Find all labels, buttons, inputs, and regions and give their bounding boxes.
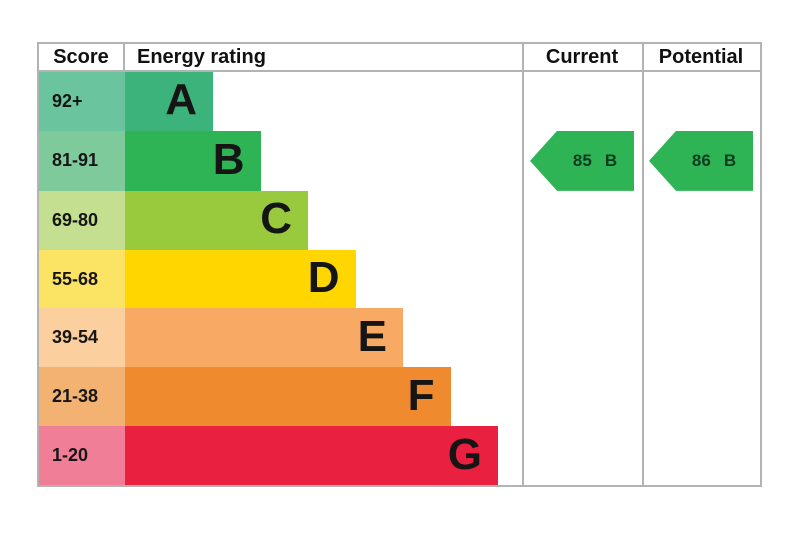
rating-bar-f: F <box>125 367 451 427</box>
rating-row-g: G <box>125 426 522 485</box>
score-cell-g: 1-20 <box>39 426 125 485</box>
rating-bar-a: A <box>125 72 213 131</box>
rating-bar-b: B <box>125 130 261 191</box>
column-header-current: Current <box>522 44 642 72</box>
potential-rating-letter: B <box>723 151 737 171</box>
potential-rating-value: 86 <box>691 151 711 171</box>
score-cell-c: 69-80 <box>39 190 125 250</box>
rating-letter-d: D <box>307 253 340 303</box>
rating-letter-f: F <box>407 370 435 420</box>
current-arrow-cell: 85 B <box>522 130 642 191</box>
rating-row-e: E <box>125 308 522 368</box>
rating-letter-e: E <box>357 312 387 362</box>
rating-bar-c: C <box>125 190 308 250</box>
rating-letter-g: G <box>447 429 482 479</box>
rating-letter-c: C <box>260 194 292 244</box>
current-rating-value: 85 <box>572 151 592 171</box>
potential-rating-arrow: 86 B <box>649 130 753 191</box>
column-header-score: Score <box>39 44 125 72</box>
column-divider-potential <box>642 44 644 485</box>
column-header-potential: Potential <box>642 44 760 72</box>
rating-row-d: D <box>125 249 522 309</box>
score-cell-e: 39-54 <box>39 308 125 368</box>
current-rating-arrow: 85 B <box>530 130 634 191</box>
score-cell-b: 81-91 <box>39 130 125 191</box>
rating-letter-a: A <box>165 75 197 125</box>
score-cell-d: 55-68 <box>39 249 125 309</box>
column-divider-current <box>522 44 524 485</box>
current-rating-letter: B <box>604 151 618 171</box>
rating-bar-e: E <box>125 308 403 368</box>
potential-arrow-cell: 86 B <box>642 130 760 191</box>
score-cell-f: 21-38 <box>39 367 125 427</box>
rating-row-f: F <box>125 367 522 427</box>
rating-bar-g: G <box>125 426 498 485</box>
rating-row-c: C <box>125 190 522 250</box>
rating-bar-d: D <box>125 249 356 309</box>
epc-table: Score Energy rating Current Potential 92… <box>37 42 762 487</box>
rating-row-a: A <box>125 72 522 131</box>
column-header-energy-rating: Energy rating <box>125 44 522 72</box>
score-cell-a: 92+ <box>39 72 125 131</box>
rating-row-b: B <box>125 130 522 191</box>
rating-letter-b: B <box>212 134 245 184</box>
